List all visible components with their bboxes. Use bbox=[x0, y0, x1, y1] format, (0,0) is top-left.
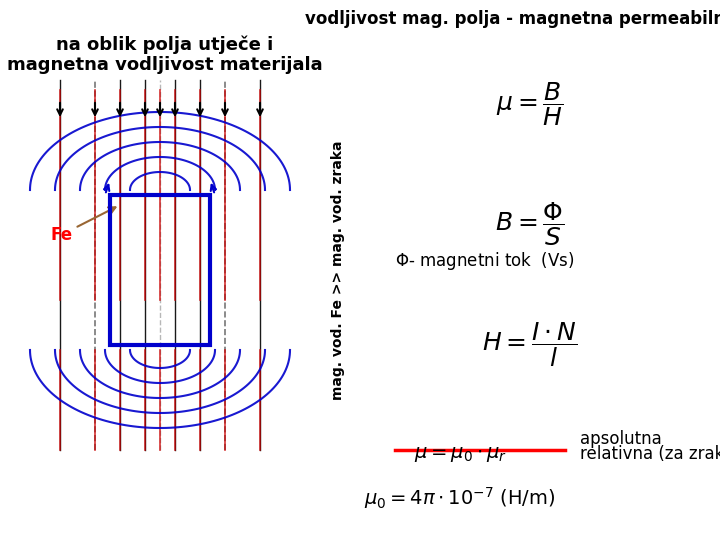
Text: na oblik polja utječe i
magnetna vodljivost materijala: na oblik polja utječe i magnetna vodljiv… bbox=[7, 35, 323, 75]
Text: $\mu = \mu_0 \cdot \mu_r$: $\mu = \mu_0 \cdot \mu_r$ bbox=[413, 445, 506, 464]
Text: Fe: Fe bbox=[50, 207, 115, 244]
Text: $\Phi$- magnetni tok  (Vs): $\Phi$- magnetni tok (Vs) bbox=[395, 250, 575, 272]
Bar bbox=[110, 195, 210, 345]
Text: $B = \dfrac{\Phi}{S}$: $B = \dfrac{\Phi}{S}$ bbox=[495, 200, 564, 248]
Text: relativna (za zrak 1): relativna (za zrak 1) bbox=[580, 445, 720, 463]
Text: $\mu_0 = 4\pi \cdot 10^{-7}$ (H/m): $\mu_0 = 4\pi \cdot 10^{-7}$ (H/m) bbox=[364, 485, 556, 511]
Text: $H = \dfrac{I \cdot N}{l}$: $H = \dfrac{I \cdot N}{l}$ bbox=[482, 320, 577, 369]
Text: mag. vod. Fe >> mag. vod. zraka: mag. vod. Fe >> mag. vod. zraka bbox=[331, 140, 345, 400]
Text: $\mu = \dfrac{B}{H}$: $\mu = \dfrac{B}{H}$ bbox=[496, 80, 564, 128]
Text: vodljivost mag. polja - magnetna permeabilnost: vodljivost mag. polja - magnetna permeab… bbox=[305, 10, 720, 28]
Text: apsolutna: apsolutna bbox=[580, 430, 662, 448]
